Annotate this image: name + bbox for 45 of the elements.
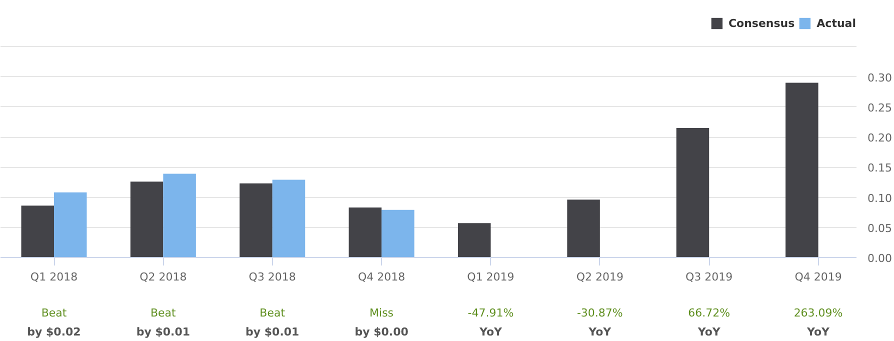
x-tick-label: Q3 2019	[686, 270, 733, 284]
text: YoY	[478, 326, 504, 338]
x-tick-label: Q1 2018	[30, 270, 78, 284]
y-tick-label: 0.00	[868, 252, 892, 265]
bar	[163, 174, 196, 258]
text: Beat	[41, 306, 68, 320]
text: by $0.02	[27, 326, 81, 338]
y-tick-label: 0.05	[868, 222, 892, 235]
text: YoY	[806, 326, 831, 338]
bar	[458, 223, 491, 258]
bar	[567, 200, 600, 258]
bar	[130, 182, 164, 258]
text: by $0.00	[354, 326, 409, 338]
y-tick-label: 0.30	[868, 71, 892, 84]
x-tick-label: Q4 2018	[358, 270, 406, 284]
legend-label: Consensus	[728, 16, 795, 30]
bar	[54, 192, 87, 258]
text: -47.91%	[468, 306, 514, 320]
text: 263.09%	[794, 306, 843, 320]
text: Miss	[370, 306, 394, 320]
x-tick-label: Q3 2018	[248, 270, 296, 284]
bar	[348, 207, 382, 258]
y-tick-label: 0.25	[868, 101, 892, 114]
x-tick-label: Q2 2018	[140, 270, 187, 284]
bar	[240, 183, 272, 258]
text: by $0.01	[136, 326, 190, 338]
text: Beat	[150, 306, 177, 320]
text: by $0.01	[246, 326, 300, 338]
legend-label: Actual	[816, 16, 856, 30]
y-tick-label: 0.20	[868, 132, 892, 144]
bar	[272, 180, 306, 258]
y-tick-label: 0.10	[868, 192, 892, 205]
text: 66.72%	[688, 306, 730, 320]
x-tick-label: Q4 2019	[794, 270, 842, 284]
text: -30.87%	[576, 306, 623, 320]
x-tick-label: Q1 2019	[467, 270, 514, 284]
bar	[676, 128, 710, 258]
y-tick-label: 0.15	[868, 162, 892, 175]
bar	[21, 206, 54, 258]
x-tick-label: Q2 2019	[576, 270, 624, 284]
text: YoY	[696, 326, 722, 338]
bar	[382, 210, 414, 258]
text: Beat	[260, 306, 286, 320]
bar	[786, 82, 818, 258]
text: YoY	[588, 326, 612, 338]
